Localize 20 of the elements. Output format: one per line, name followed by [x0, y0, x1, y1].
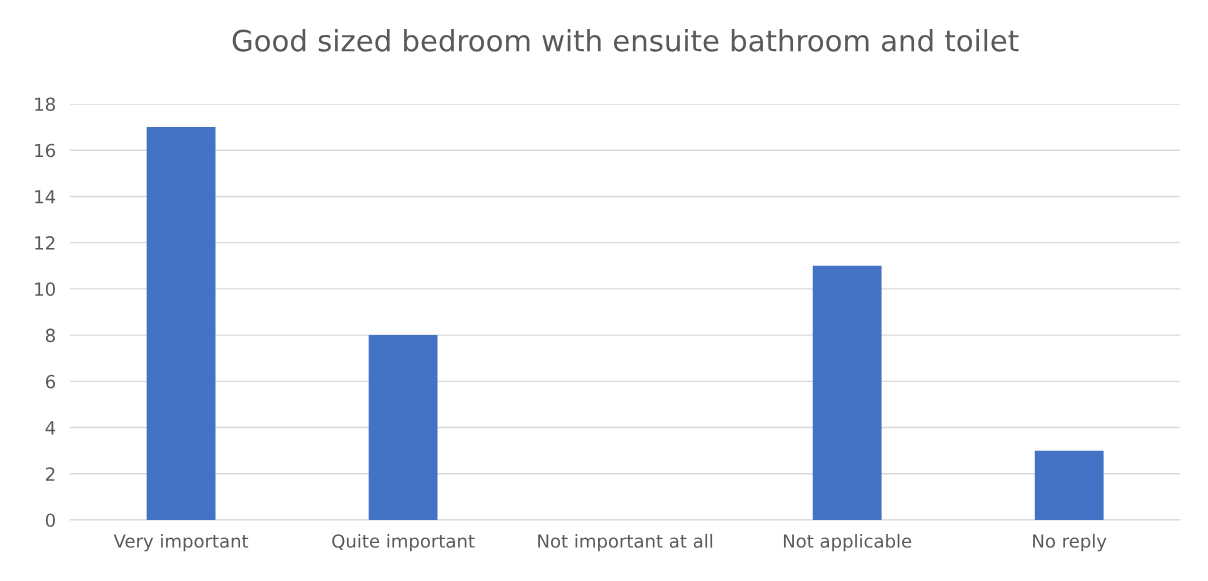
y-tick-label: 6 — [45, 374, 56, 389]
y-tick-label: 4 — [45, 421, 56, 435]
y-tick-label: 16 — [35, 143, 56, 158]
y-tick-label: 0 — [45, 513, 55, 528]
x-tick-label: Not applicable — [783, 533, 912, 552]
x-tick-label: Very important — [113, 533, 249, 552]
y-tick-label: 14 — [35, 190, 56, 204]
bar — [1034, 450, 1104, 520]
y-tick-label: 8 — [45, 328, 55, 343]
y-tick-label: 10 — [35, 282, 55, 296]
bar — [368, 335, 438, 520]
x-tick-label: Not important at all — [538, 533, 713, 552]
x-tick-label: No reply — [1033, 533, 1107, 552]
chart-title: Good sized bedroom with ensuite bathroom and toilet — [232, 29, 1019, 52]
x-tick-label: Quite important — [332, 533, 475, 552]
bar — [146, 127, 216, 520]
y-tick-label: 18 — [35, 97, 55, 112]
y-tick-label: 2 — [46, 467, 55, 481]
y-tick-label: 12 — [35, 236, 55, 250]
bar — [812, 265, 882, 520]
